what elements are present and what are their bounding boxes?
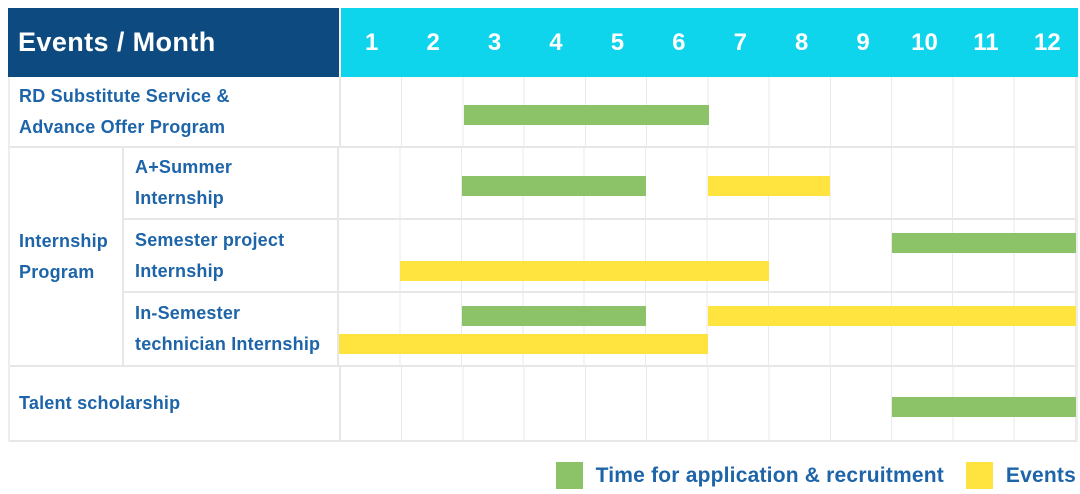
table-row: RD Substitute Service & Advance Offer Pr… <box>10 77 1076 148</box>
row-label-rd-substitute: RD Substitute Service & Advance Offer Pr… <box>10 77 341 146</box>
month-header-cell: 12 <box>1034 28 1061 56</box>
gantt-bar-green <box>891 233 1076 254</box>
row-label-line: RD Substitute Service & <box>19 85 230 106</box>
month-header-cell: 11 <box>973 28 999 56</box>
gantt-bar-green <box>461 305 647 326</box>
legend-label: Time for application & recruitment <box>595 463 944 487</box>
row-label-line: Internship <box>135 188 225 209</box>
gantt-bar-yellow <box>339 333 708 354</box>
table-row: Semester project Internship <box>124 220 1076 293</box>
gantt-lane-talent-scholarship <box>341 367 1076 440</box>
row-label-a-summer-internship: A+Summer Internship <box>124 148 339 219</box>
legend-swatch-green <box>555 462 583 489</box>
legend-label: Events <box>1005 463 1076 487</box>
gantt-bar-yellow <box>707 176 831 197</box>
row-label-semester-project: Semester project Internship <box>124 220 339 291</box>
month-header-cell: 5 <box>610 28 625 56</box>
row-label-line: Advance Offer Program <box>19 116 226 137</box>
month-header-cell: 8 <box>794 28 809 56</box>
row-label-in-semester-technician: In-Semester technician Internship <box>124 292 339 366</box>
group-rows: A+Summer Internship Semester project Int… <box>124 148 1076 366</box>
month-header-cell: 4 <box>549 28 563 56</box>
gantt-bar-green <box>463 104 709 125</box>
table-row: Talent scholarship <box>10 367 1076 442</box>
gantt-bar-green <box>892 396 1076 417</box>
events-month-table: Events / Month 1 2 3 4 5 6 7 8 9 10 11 12 RD Substi… <box>8 8 1078 442</box>
table-header-row: Events / Month 1 2 3 4 5 6 7 8 9 10 11 12 <box>8 8 1078 77</box>
gantt-bar-green <box>461 176 647 197</box>
row-label-line: Talent scholarship <box>19 393 181 413</box>
month-header-cell: 3 <box>487 28 502 56</box>
group-label-line: Internship <box>19 230 109 251</box>
row-label-talent-scholarship: Talent scholarship <box>10 367 341 440</box>
gantt-lane-semester-project <box>339 220 1076 291</box>
month-header-cell: 9 <box>856 28 870 56</box>
month-header: 1 2 3 4 5 6 7 8 9 10 11 12 <box>341 8 1078 77</box>
gantt-lane-rd-substitute <box>341 77 1076 146</box>
events-month-header: Events / Month <box>8 8 341 77</box>
row-label-line: In-Semester <box>135 302 241 323</box>
month-header-cell: 1 <box>365 28 379 56</box>
row-label-line: technician Internship <box>135 333 321 354</box>
legend-swatch-yellow <box>965 462 993 489</box>
table-row: In-Semester technician Internship <box>124 292 1076 366</box>
table-body: RD Substitute Service & Advance Offer Pr… <box>8 77 1078 442</box>
row-label-line: Semester project <box>135 229 285 250</box>
gantt-bar-yellow <box>707 305 1076 326</box>
legend-item-application: Time for application & recruitment <box>555 462 944 489</box>
legend-item-events: Events <box>965 462 1076 489</box>
internship-program-group: Internship Program A+Summer Internship S… <box>10 148 1076 367</box>
group-label-line: Program <box>19 261 95 282</box>
row-label-line: Internship <box>135 260 225 281</box>
table-row: A+Summer Internship <box>124 148 1076 221</box>
group-label-internship-program: Internship Program <box>10 148 124 365</box>
gantt-lane-in-semester <box>339 292 1076 366</box>
row-label-line: A+Summer <box>135 157 233 178</box>
month-header-cell: 2 <box>426 28 440 56</box>
legend: Time for application & recruitment Event… <box>555 462 1076 489</box>
month-header-cell: 6 <box>672 28 686 56</box>
month-header-cell: 10 <box>911 28 938 56</box>
gantt-lane-a-summer <box>339 148 1076 219</box>
gantt-bar-yellow <box>400 261 769 282</box>
month-header-cell: 7 <box>733 28 747 56</box>
